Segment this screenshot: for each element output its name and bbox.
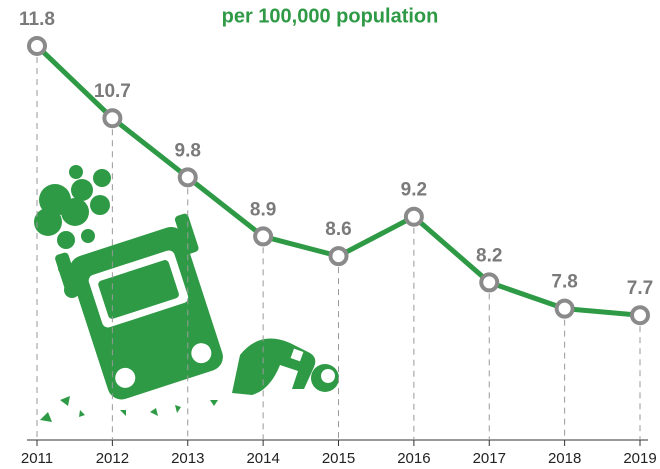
marker — [27, 35, 47, 56]
x-tick-label: 2013 — [171, 450, 204, 467]
x-tick-label: 2017 — [473, 450, 506, 467]
value-label: 9.8 — [175, 140, 201, 161]
value-label: 7.8 — [551, 272, 577, 293]
marker — [403, 206, 424, 227]
chart-title: per 100,000 population — [222, 5, 439, 27]
x-tick-label: 2018 — [548, 450, 581, 467]
x-tick-label: 2011 — [21, 450, 53, 467]
marker — [177, 167, 198, 188]
value-label: 8.2 — [476, 245, 502, 266]
value-label: 8.6 — [325, 219, 351, 240]
value-label: 9.2 — [401, 180, 427, 201]
marker — [554, 298, 575, 319]
x-tick-label: 2016 — [397, 450, 430, 467]
illustration — [34, 165, 339, 422]
value-label: 7.7 — [627, 278, 653, 299]
x-tick-label: 2012 — [96, 450, 129, 467]
value-label: 8.9 — [250, 199, 276, 220]
value-label: 10.7 — [94, 81, 131, 102]
marker — [328, 246, 349, 267]
marker — [253, 226, 274, 247]
x-tick-label: 2015 — [322, 450, 355, 467]
x-tick-label: 2019 — [623, 450, 656, 467]
marker — [479, 272, 500, 293]
x-tick-label: 2014 — [246, 450, 279, 467]
marker — [102, 108, 123, 129]
marker — [630, 305, 650, 326]
value-label: 11.8 — [19, 9, 55, 30]
